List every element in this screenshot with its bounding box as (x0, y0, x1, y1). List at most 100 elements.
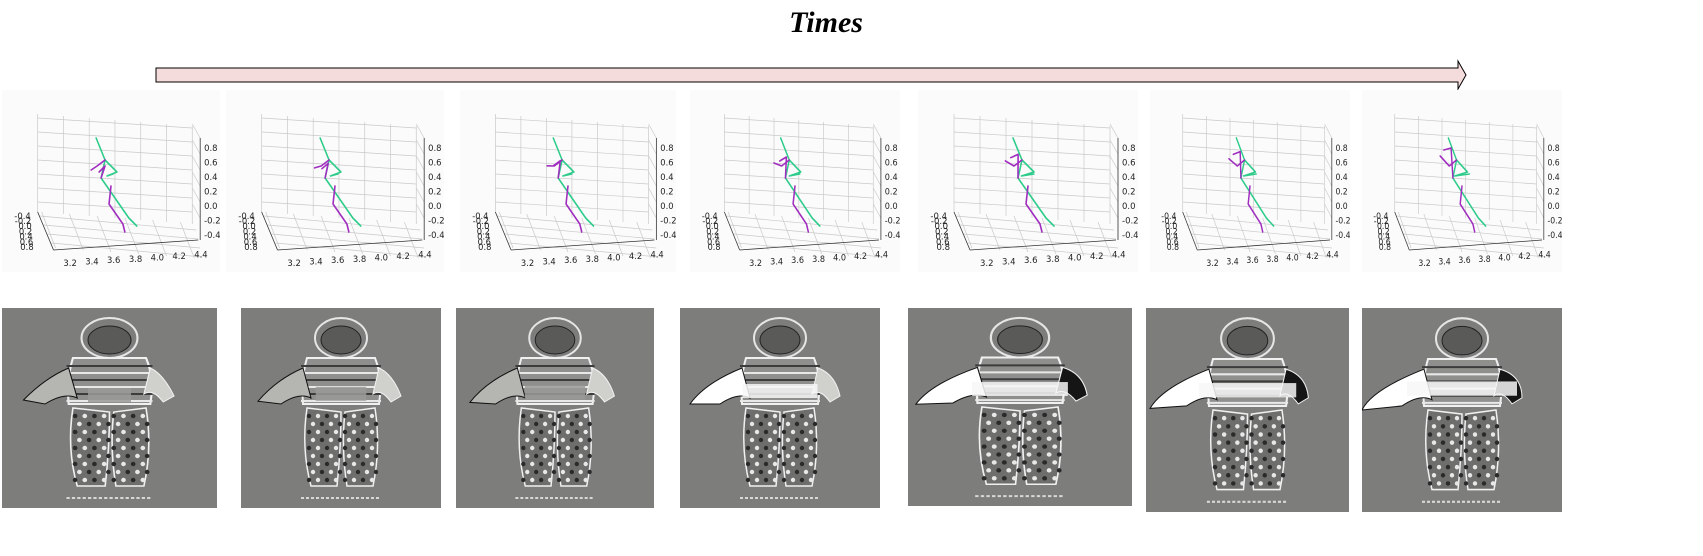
skeleton (90, 137, 138, 233)
grid-lines (37, 114, 203, 259)
x-tick-label: 3.6 (1458, 255, 1470, 265)
z-tick-label: -0.4 (472, 211, 488, 221)
motion-frame-svg (22, 317, 175, 499)
z-tick-label: 0.6 (1166, 236, 1178, 246)
y-tick-label: 0.6 (885, 157, 898, 167)
motion-frame-4 (680, 308, 880, 508)
x-tick-label: 4.4 (1538, 249, 1550, 259)
x-tick-label: 3.2 (521, 258, 534, 268)
z-tick-label: 0.8 (244, 242, 257, 252)
x-tick-label: 3.4 (309, 257, 322, 267)
y-tick-label: -0.2 (660, 215, 676, 225)
pose-plot-svg: 3.2 3.4 3.6 3.8 4.0 4.2 4.40.80.60.40.20.0-0.2… (14, 114, 220, 268)
y-tick-label: 0.0 (660, 201, 673, 211)
z-tick-label: -0.2 (473, 216, 489, 226)
y-tick-label: 0.0 (428, 201, 441, 211)
x-tick-label: 3.4 (1226, 256, 1238, 266)
motion-frame-3 (456, 308, 654, 508)
x-tick-label: 4.0 (375, 252, 388, 262)
x-tick-label: 3.8 (129, 254, 142, 264)
grid-lines (1182, 114, 1334, 259)
y-tick-label: 0.6 (204, 157, 217, 167)
z-tick-label: -0.4 (702, 211, 718, 221)
x-tick-label: 4.4 (1326, 249, 1338, 259)
x-tick-label: 4.4 (875, 249, 888, 259)
y-tick-label: 0.6 (660, 157, 673, 167)
z-tick-label: 0.0 (934, 222, 948, 232)
motion-frame-5 (908, 308, 1132, 506)
y-tick-label: 0.8 (1122, 144, 1136, 154)
y-tick-label: 0.6 (1335, 157, 1347, 167)
y-tick-label: 0.6 (1547, 157, 1559, 167)
y-tick-label: -0.2 (1335, 215, 1350, 225)
grid-lines (495, 114, 659, 259)
pose-plot-svg: 3.2 3.4 3.6 3.8 4.0 4.2 4.40.80.60.40.20.0-0.2… (1161, 114, 1350, 268)
y-tick-label: 0.6 (428, 157, 441, 167)
z-tick-label: 0.6 (478, 237, 491, 247)
motion-frame-2 (241, 308, 441, 508)
y-tick-label: 0.2 (885, 186, 898, 196)
z-tick-label: 0.6 (244, 237, 257, 247)
x-tick-label: 3.6 (791, 255, 804, 265)
z-tick-label: -0.2 (702, 216, 718, 226)
y-tick-label: 0.4 (1335, 172, 1347, 182)
x-tick-label: 3.4 (770, 256, 783, 266)
y-tick-label: 0.4 (885, 172, 898, 182)
z-tick-label: 0.4 (1166, 231, 1178, 241)
motion-frame-svg (1362, 317, 1523, 503)
z-tick-label: -0.2 (239, 216, 255, 226)
y-tick-label: -0.4 (660, 230, 676, 240)
x-tick-label: 3.8 (812, 254, 825, 264)
y-tick-label: 0.8 (885, 143, 898, 153)
z-tick-label: 0.4 (935, 233, 949, 243)
z-tick-label: 0.0 (476, 221, 489, 231)
y-tick-label: 0.4 (204, 172, 217, 182)
y-tick-label: -0.4 (1122, 231, 1138, 241)
y-tick-label: 0.0 (1122, 202, 1136, 212)
y-tick-label: -0.4 (885, 230, 900, 240)
motion-frame-svg (257, 317, 402, 499)
z-tick-label: 0.6 (20, 237, 33, 247)
y-tick-label: 0.0 (1335, 201, 1347, 211)
y-tick-label: -0.2 (1547, 215, 1562, 225)
pose-plot-svg: 3.2 3.4 3.6 3.8 4.0 4.2 4.40.80.60.40.20.0-0.2… (1373, 114, 1562, 268)
pose-plot-3: 3.2 3.4 3.6 3.8 4.0 4.2 4.4 0.8 0.6 0.4 0.2 0.0 -0.2… (460, 90, 676, 272)
z-tick-label: 0.6 (1378, 236, 1390, 246)
y-tick-label: 0.2 (428, 186, 441, 196)
y-tick-label: 0.0 (204, 201, 217, 211)
x-tick-label: 3.2 (287, 258, 300, 268)
x-tick-label: 4.0 (1068, 253, 1082, 263)
pose-plot-6: 3.2 3.4 3.6 3.8 4.0 4.2 4.4 0.8 0.6 0.4 0.2 0.0 -0.2… (1150, 90, 1350, 272)
pose-plot-1: 3.2 3.4 3.6 3.8 4.0 4.2 4.4 0.8 0.6 0.4 0.2 0.0 -0.2… (2, 90, 220, 272)
x-tick-label: 4.2 (629, 251, 642, 261)
z-tick-label: -0.2 (15, 216, 31, 226)
z-tick-label: -0.4 (14, 211, 30, 221)
x-tick-label: 4.4 (650, 250, 663, 260)
skeleton (1004, 137, 1055, 233)
y-tick-label: 0.2 (1335, 186, 1347, 196)
x-tick-label: 4.0 (1286, 252, 1298, 262)
z-tick-label: 0.8 (20, 242, 33, 252)
x-tick-label: 3.6 (107, 255, 120, 265)
z-tick-label: 0.0 (1377, 221, 1389, 231)
x-tick-label: 4.0 (1498, 252, 1510, 262)
z-tick-label: 0.0 (1165, 221, 1177, 231)
y-tick-label: -0.4 (1547, 230, 1562, 240)
x-tick-label: 3.2 (1206, 258, 1218, 268)
pose-plot-4: 3.2 3.4 3.6 3.8 4.0 4.2 4.4 0.8 0.6 0.4 0.2 0.0 -0.2… (690, 90, 900, 272)
z-tick-label: 0.8 (1379, 242, 1391, 252)
z-tick-label: 0.2 (935, 227, 949, 237)
y-tick-label: -0.2 (1122, 217, 1138, 227)
y-tick-label: 0.8 (204, 143, 217, 153)
z-tick-label: 0.4 (707, 231, 720, 241)
x-tick-label: 4.2 (854, 251, 867, 261)
motion-frame-7 (1362, 308, 1562, 512)
x-tick-label: 4.0 (607, 252, 620, 262)
z-tick-label: -0.2 (931, 217, 948, 227)
z-tick-label: 0.8 (1167, 242, 1179, 252)
x-tick-label: 3.8 (1266, 253, 1278, 263)
x-tick-label: 4.2 (1306, 251, 1318, 261)
z-tick-label: 0.2 (1165, 226, 1177, 236)
time-arrow-shape (155, 59, 1467, 91)
z-tick-label: 0.4 (1378, 231, 1390, 241)
